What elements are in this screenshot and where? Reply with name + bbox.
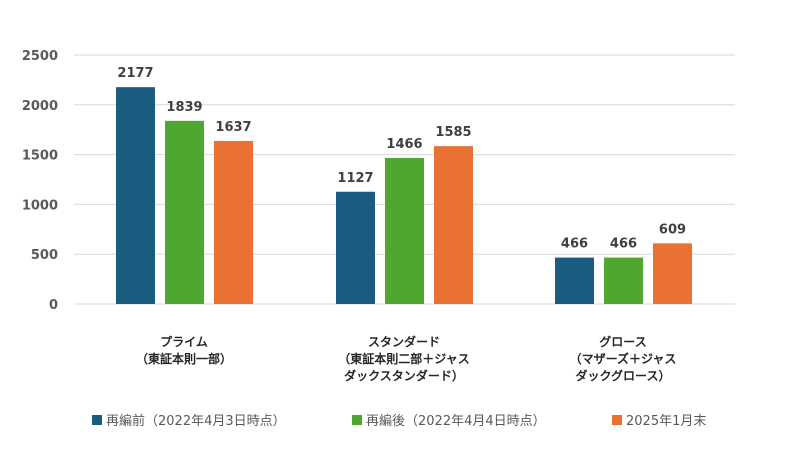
category-label: グロース [599, 334, 646, 349]
legend-swatch [612, 415, 622, 425]
category-label: スタンダード [368, 334, 440, 349]
bar [116, 87, 155, 304]
legend-label: 再編後（2022年4月4日時点） [366, 413, 546, 429]
data-label: 2177 [117, 66, 153, 81]
bar [604, 257, 643, 304]
legend-label: 2025年1月末 [626, 414, 706, 429]
legend-label: 再編前（2022年4月3日時点） [106, 413, 286, 429]
y-tick-label: 1000 [22, 198, 58, 213]
category-label: （東証本則二部＋ジャス [338, 351, 469, 366]
y-tick-label: 500 [31, 248, 58, 263]
category-label: （東証本則一部） [136, 351, 232, 366]
category-label: ダックスタンダード） [344, 368, 464, 383]
bar [336, 191, 375, 304]
category-label: （マザーズ＋ジャス [570, 351, 677, 366]
bar [434, 146, 473, 304]
bar [165, 120, 204, 304]
data-label: 1585 [435, 125, 471, 140]
data-label: 466 [561, 237, 588, 252]
y-tick-label: 0 [49, 298, 58, 313]
data-label: 1127 [337, 171, 373, 186]
bar [653, 243, 692, 304]
bar [385, 157, 424, 304]
bar [555, 257, 594, 304]
data-label: 609 [659, 222, 686, 237]
data-label: 1839 [166, 100, 202, 115]
y-tick-label: 2500 [22, 49, 58, 64]
y-tick-label: 1500 [22, 149, 58, 164]
legend-swatch [92, 415, 102, 425]
category-label: ダックグロース） [576, 368, 671, 383]
category-label: プライム [160, 334, 208, 349]
data-label: 1466 [386, 137, 422, 152]
y-tick-label: 2000 [22, 99, 58, 114]
legend-swatch [352, 415, 362, 425]
data-label: 1637 [215, 120, 251, 135]
bar [214, 140, 253, 304]
data-label: 466 [610, 237, 637, 252]
